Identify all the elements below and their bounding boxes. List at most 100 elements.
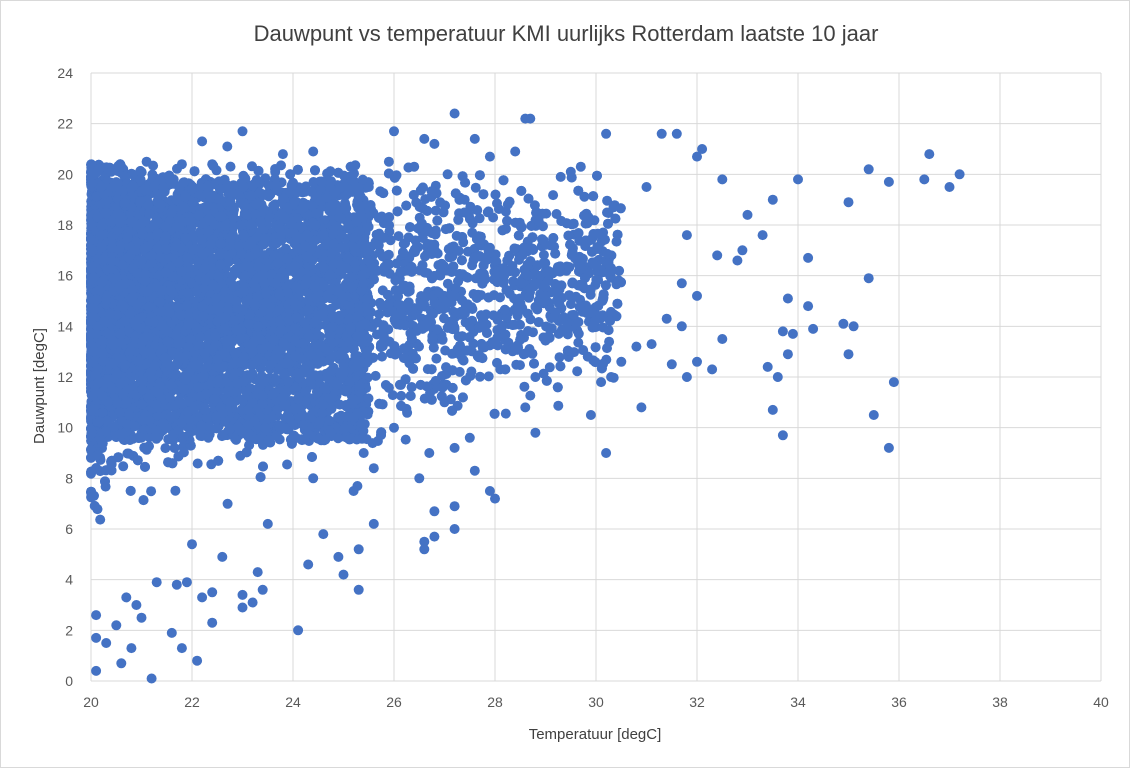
cloud-point: [592, 170, 602, 181]
cloud-point: [472, 205, 483, 216]
cloud-point: [310, 165, 320, 176]
cloud-point: [508, 276, 519, 287]
cloud-point: [548, 312, 559, 323]
cloud-point: [482, 328, 492, 338]
cloud-point: [270, 164, 281, 174]
cloud-point: [413, 223, 424, 234]
cloud-point: [426, 394, 437, 405]
cloud-point: [585, 284, 596, 295]
x-tick-label: 34: [790, 694, 806, 710]
cloud-point: [455, 340, 465, 351]
cloud-point: [457, 295, 468, 306]
cloud-point: [189, 166, 200, 177]
cloud-point: [132, 455, 143, 466]
y-tick-label: 8: [65, 470, 73, 486]
x-tick-label: 32: [689, 694, 705, 710]
cloud-point: [160, 443, 171, 454]
y-tick-label: 14: [57, 318, 73, 334]
chart-title: Dauwpunt vs temperatuur KMI uurlijks Rot…: [254, 21, 879, 46]
cloud-point: [421, 319, 432, 329]
cloud-point: [431, 353, 442, 364]
x-tick-label: 36: [891, 694, 907, 710]
cloud-point: [502, 215, 513, 226]
cloud-point: [92, 450, 103, 461]
cloud-point: [548, 190, 559, 201]
cloud-point: [135, 166, 146, 176]
cloud-point: [597, 294, 608, 305]
cloud-point: [488, 310, 499, 321]
cloud-point: [544, 362, 555, 373]
cloud-point: [498, 175, 509, 186]
cloud-point: [88, 490, 99, 501]
cloud-point: [592, 242, 603, 253]
cloud-point: [539, 281, 550, 292]
cloud-point: [602, 249, 613, 259]
cloud-point: [507, 320, 518, 330]
cloud-point: [376, 430, 386, 440]
cloud-point: [100, 476, 110, 487]
y-tick-label: 18: [57, 217, 73, 233]
cloud-point: [384, 212, 395, 223]
cloud-point: [528, 281, 539, 292]
y-tick-label: 4: [65, 572, 73, 588]
cloud-point: [510, 343, 521, 353]
cloud-point: [374, 309, 385, 320]
cloud-point: [460, 177, 471, 188]
cloud-point: [602, 343, 612, 354]
cloud-point: [460, 375, 471, 386]
cloud-point: [422, 205, 433, 216]
cloud-point: [603, 325, 614, 336]
y-tick-label: 16: [57, 268, 73, 284]
y-tick-label: 0: [65, 673, 73, 689]
cloud-point: [409, 244, 420, 255]
cloud-point: [523, 193, 534, 204]
cloud-point: [408, 363, 419, 374]
cloud-point: [467, 260, 478, 271]
x-tick-label: 26: [386, 694, 402, 710]
cloud-point: [602, 207, 612, 218]
cloud-point: [555, 361, 566, 372]
y-tick-label: 6: [65, 521, 73, 537]
cloud-point: [475, 371, 485, 382]
cloud-point: [325, 166, 336, 177]
cloud-point: [370, 370, 381, 381]
cloud-point: [500, 364, 511, 375]
cloud-point: [282, 459, 293, 470]
cloud-point: [563, 230, 574, 241]
cloud-point: [613, 275, 624, 286]
cloud-point: [92, 504, 103, 515]
cloud-point: [572, 366, 583, 377]
cloud-point: [410, 353, 421, 364]
x-tick-label: 38: [992, 694, 1008, 710]
cloud-point: [444, 252, 455, 263]
cloud-point: [440, 200, 450, 211]
cloud-point: [558, 312, 569, 323]
cloud-point: [307, 452, 317, 462]
cloud-point: [396, 400, 407, 411]
x-tick-label: 24: [285, 694, 301, 710]
cloud-point: [456, 255, 467, 266]
cloud-point: [384, 259, 395, 270]
cloud-point: [495, 292, 505, 303]
cloud-point: [565, 239, 576, 250]
x-tick-label: 22: [184, 694, 200, 710]
cloud-point: [447, 382, 458, 393]
cloud-point: [527, 232, 538, 243]
cloud-point: [430, 375, 441, 386]
cloud-point: [418, 297, 429, 308]
cloud-point: [435, 270, 446, 281]
cloud-point: [387, 390, 398, 401]
cloud-point: [573, 337, 584, 348]
cloud-point: [523, 326, 533, 337]
cloud-point: [431, 324, 442, 335]
cloud-point: [519, 381, 530, 392]
cloud-point: [602, 195, 613, 206]
cloud-point: [552, 382, 563, 393]
cloud-point: [483, 292, 494, 303]
cloud-point: [580, 218, 591, 229]
cloud-point: [393, 231, 404, 242]
y-tick-label: 2: [65, 622, 73, 638]
cloud-point: [442, 278, 453, 289]
